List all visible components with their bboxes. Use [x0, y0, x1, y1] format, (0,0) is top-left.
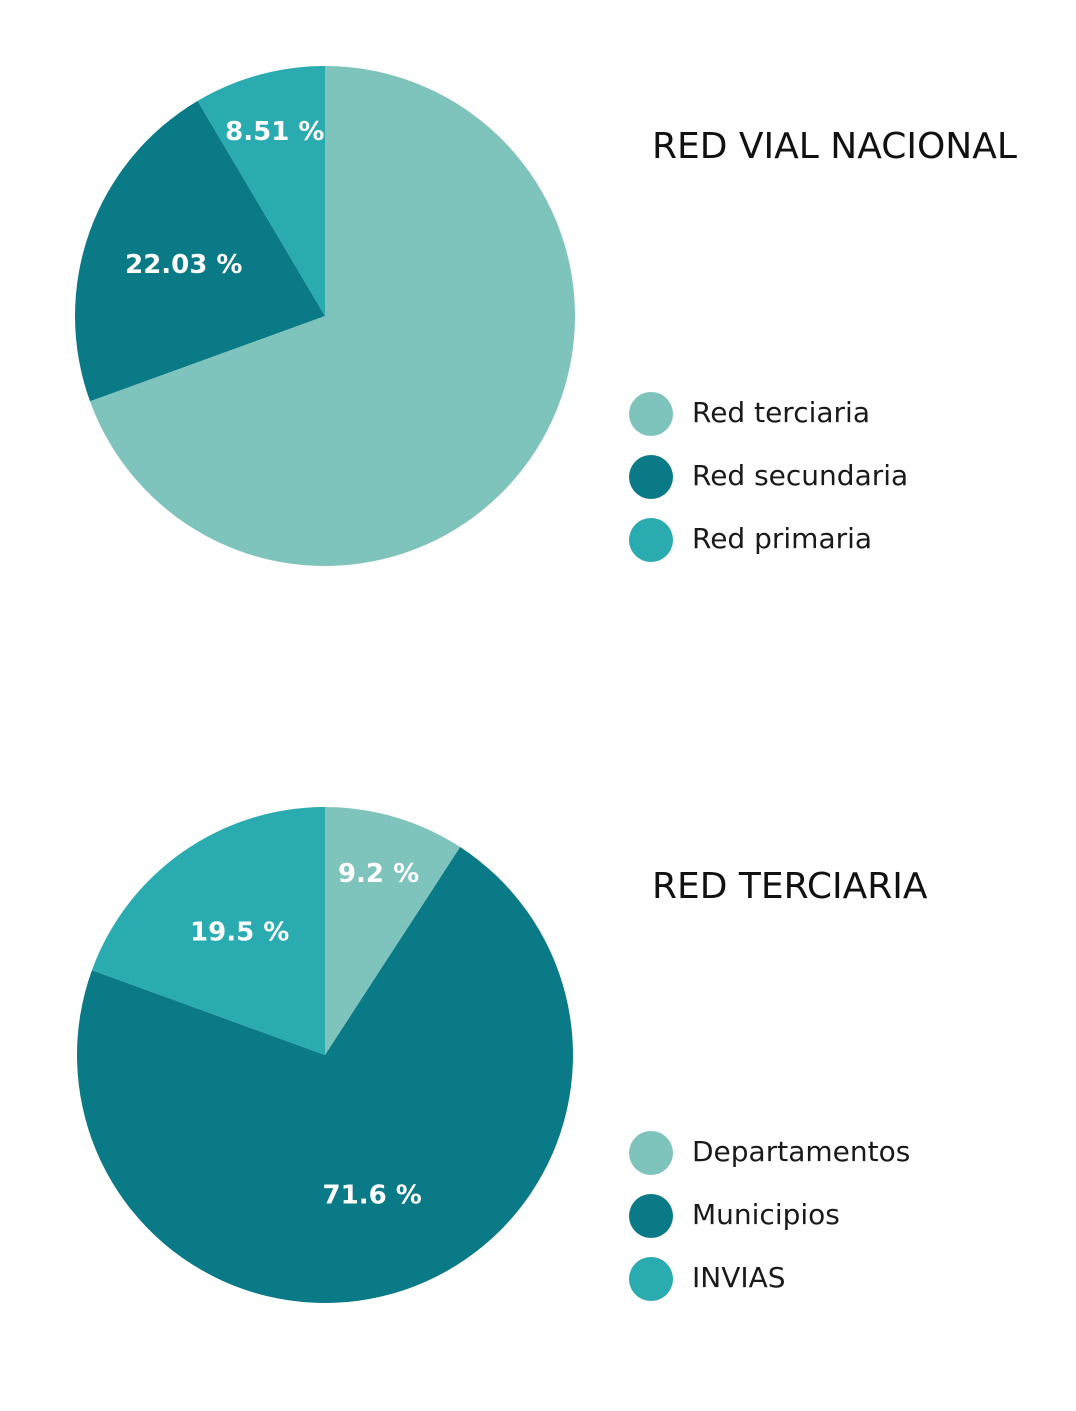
legend-label: Red secundaria: [692, 459, 908, 492]
value-label: 19.5 %: [190, 918, 289, 948]
legend-swatch: [629, 1257, 673, 1301]
value-label: 22.03 %: [125, 250, 242, 280]
legend-swatch: [629, 518, 673, 562]
legend-swatch: [629, 455, 673, 499]
legend-label: Municipios: [692, 1198, 840, 1231]
pie-slice: [74, 100, 325, 402]
legend-label: Departamentos: [692, 1135, 910, 1168]
chart-title: RED VIAL NACIONAL: [652, 126, 1017, 167]
pie-slice: [76, 847, 573, 1303]
legend-swatch: [629, 1194, 673, 1238]
pie-slice: [197, 66, 325, 316]
legend-label: Red primaria: [692, 522, 872, 555]
chart-title: RED TERCIARIA: [652, 866, 928, 907]
value-label: 8.51 %: [225, 117, 324, 147]
pie-slice: [325, 807, 461, 1055]
pie-slice: [89, 66, 576, 566]
legend-swatch: [629, 392, 673, 436]
legend-label: Red terciaria: [692, 396, 870, 429]
legend-label: INVIAS: [692, 1261, 786, 1294]
value-label: 71.6 %: [323, 1181, 422, 1211]
pie-slice: [91, 807, 325, 1055]
legend-swatch: [629, 1131, 673, 1175]
value-label: 9.2 %: [338, 859, 419, 889]
